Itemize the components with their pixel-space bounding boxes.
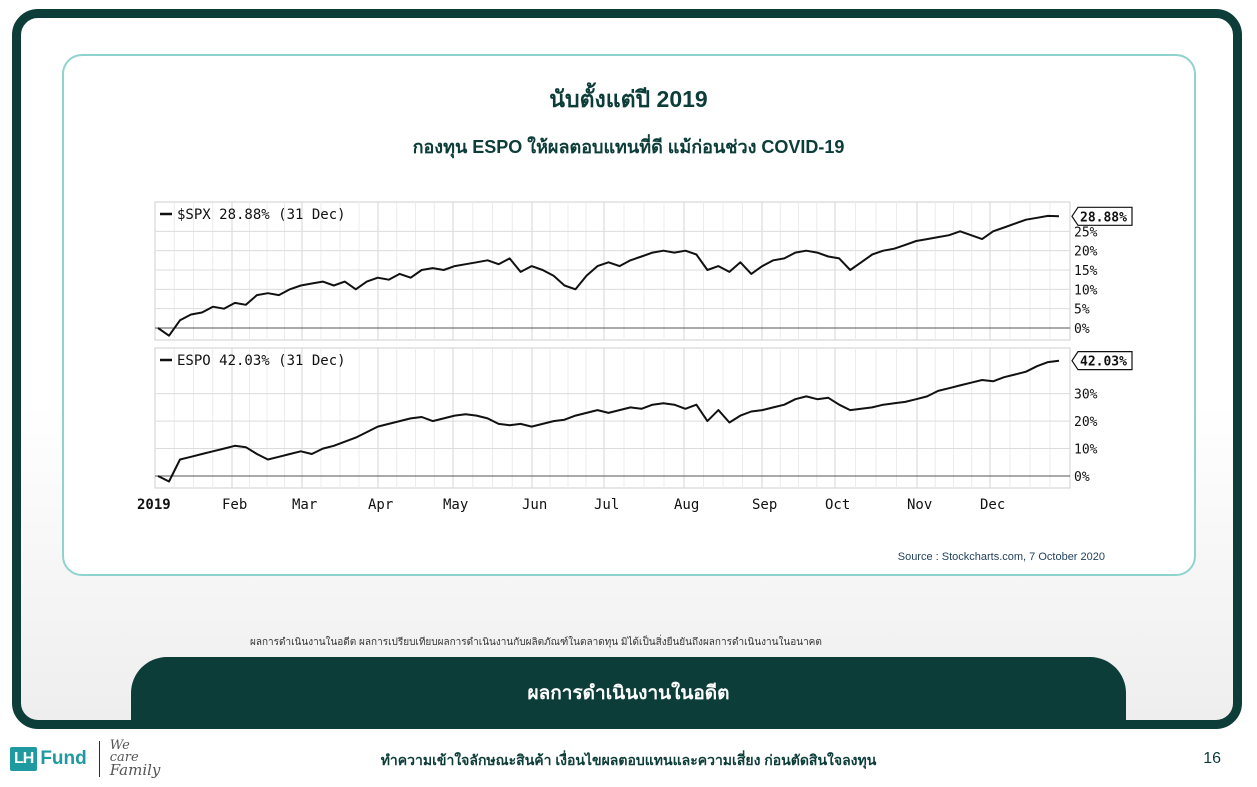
- series-line-1: [157, 359, 1060, 483]
- logo-slogan: We care Family: [109, 738, 161, 779]
- slogan-line-3: Family: [109, 761, 161, 779]
- y-tick-label: 15%: [1074, 264, 1098, 279]
- section-tab-label: ผลการดำเนินงานในอดีต: [527, 683, 730, 704]
- chart-svg: 0% 5% 10% 15% 20% 25% $SPX 28.88% (31 Dec) 28.8…: [137, 201, 1133, 513]
- end-value-label: 42.03%: [1080, 355, 1127, 370]
- y-tick-label: 0%: [1074, 470, 1090, 485]
- slogan-line-2: care: [109, 750, 139, 765]
- disclaimer-text: ผลการดำเนินงานในอดีต ผลการเปรียบเทียบผลก…: [250, 637, 822, 648]
- legend-label: $SPX 28.88% (31 Dec): [177, 207, 346, 223]
- logo-divider: [98, 741, 100, 777]
- page-number: 16: [1203, 750, 1221, 767]
- footer-text: ทำความเข้าใจลักษณะสินค้า เงื่อนไขผลตอบแท…: [380, 752, 877, 768]
- slogan-line-1: We: [109, 738, 130, 753]
- end-value-box: [1071, 351, 1133, 371]
- panel-frame-1: [154, 347, 1071, 489]
- x-tick-label: May: [443, 497, 468, 513]
- performance-chart: 0% 5% 10% 15% 20% 25% $SPX 28.88% (31 Dec) 28.8…: [124, 192, 1156, 524]
- end-value-box: [1071, 206, 1133, 226]
- series-line-0: [157, 214, 1060, 337]
- y-tick-label: 10%: [1074, 443, 1098, 458]
- y-tick-label: 25%: [1074, 225, 1098, 240]
- y-tick-label: 10%: [1074, 283, 1098, 298]
- logo-word: Fund: [40, 748, 87, 769]
- end-value-label: 28.88%: [1080, 210, 1127, 225]
- section-tab: ผลการดำเนินงานในอดีต: [131, 657, 1126, 727]
- y-tick-label: 30%: [1074, 388, 1098, 403]
- x-tick-label: 2019: [137, 497, 171, 513]
- page-title: นับตั้งแต่ปี 2019: [549, 86, 708, 112]
- y-tick-label: 20%: [1074, 245, 1098, 260]
- x-tick-label: Mar: [292, 497, 317, 513]
- logo-box: LH: [10, 747, 38, 771]
- x-tick-label: Feb: [222, 497, 247, 513]
- x-tick-label: Oct: [825, 497, 850, 513]
- lhfund-logo: LH Fund We care Family: [10, 738, 161, 779]
- x-tick-label: Jul: [594, 497, 619, 513]
- x-tick-label: Apr: [368, 497, 393, 513]
- page-subtitle: กองทุน ESPO ให้ผลตอบแทนที่ดี แม้ก่อนช่วง…: [412, 137, 845, 157]
- x-tick-label: Aug: [674, 497, 699, 513]
- y-tick-label: 0%: [1074, 322, 1090, 337]
- x-tick-label: Nov: [907, 497, 932, 513]
- y-tick-label: 5%: [1074, 303, 1090, 318]
- x-tick-label: Sep: [752, 497, 777, 513]
- y-tick-label: 20%: [1074, 415, 1098, 430]
- x-tick-label: Jun: [522, 497, 547, 513]
- legend-label: ESPO 42.03% (31 Dec): [177, 353, 346, 369]
- x-tick-label: Dec: [980, 497, 1005, 513]
- source-note: Source : Stockcharts.com, 7 October 2020: [897, 551, 1105, 563]
